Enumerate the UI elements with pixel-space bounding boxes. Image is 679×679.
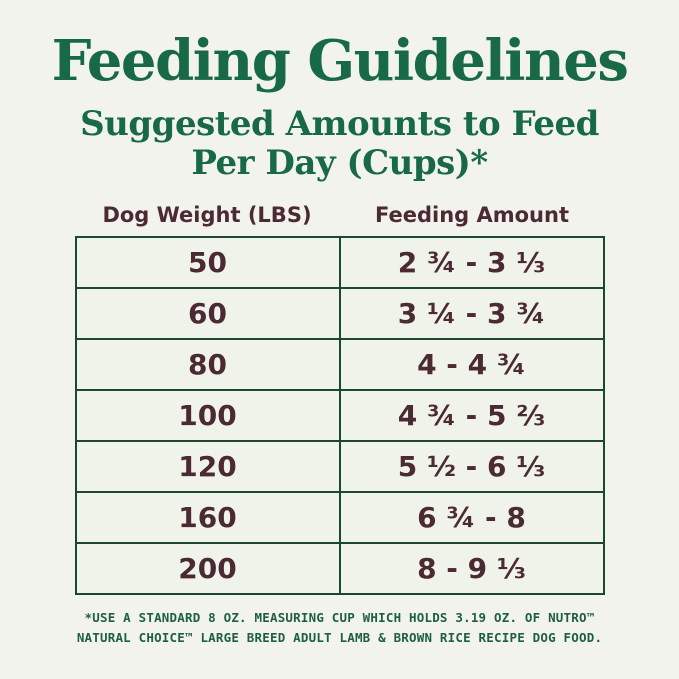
page-title: Feeding Guidelines: [51, 28, 629, 94]
footnote-line-2: NATURAL CHOICE™ LARGE BREED ADULT LAMB &…: [76, 630, 603, 646]
dog-weight-cell: 50: [74, 236, 341, 290]
dog-weight-cell: 160: [74, 491, 341, 545]
page-subtitle: Suggested Amounts to Feed Per Day (Cups)…: [0, 104, 679, 184]
table-row: 60 3 ¼ - 3 ¾: [74, 287, 605, 341]
feeding-amount-cell: 4 ¾ - 5 ⅔: [338, 389, 605, 443]
column-header-dog-weight: Dog Weight (LBS): [102, 203, 312, 228]
table-row: 200 8 - 9 ⅓: [74, 542, 605, 596]
dog-weight-cell: 120: [74, 440, 341, 494]
feeding-amount-cell: 4 - 4 ¾: [338, 338, 605, 392]
dog-weight-cell: 60: [74, 287, 341, 341]
footnote-line-1: *USE A STANDARD 8 OZ. MEASURING CUP WHIC…: [84, 610, 595, 626]
footnote: *USE A STANDARD 8 OZ. MEASURING CUP WHIC…: [0, 608, 679, 648]
table-row: 120 5 ½ - 6 ⅓: [74, 440, 605, 494]
dog-weight-cell: 80: [74, 338, 341, 392]
table-row: 80 4 - 4 ¾: [74, 338, 605, 392]
feeding-guidelines-table: 50 2 ¾ - 3 ⅓ 60 3 ¼ - 3 ¾ 80 4 - 4 ¾ 100…: [74, 236, 605, 596]
feeding-amount-cell: 8 - 9 ⅓: [338, 542, 605, 596]
dog-weight-cell: 100: [74, 389, 341, 443]
dog-weight-cell: 200: [74, 542, 341, 596]
feeding-amount-cell: 3 ¼ - 3 ¾: [338, 287, 605, 341]
feeding-amount-cell: 6 ¾ - 8: [338, 491, 605, 545]
table-row: 160 6 ¾ - 8: [74, 491, 605, 545]
subtitle-line-1: Suggested Amounts to Feed: [80, 104, 599, 144]
subtitle-line-2: Per Day (Cups)*: [191, 143, 488, 184]
table-row: 50 2 ¾ - 3 ⅓: [74, 236, 605, 290]
table-row: 100 4 ¾ - 5 ⅔: [74, 389, 605, 443]
column-header-feeding-amount: Feeding Amount: [374, 203, 569, 228]
table-column-headers: Dog Weight (LBS) Feeding Amount: [75, 203, 605, 227]
feeding-amount-cell: 5 ½ - 6 ⅓: [338, 440, 605, 494]
feeding-amount-cell: 2 ¾ - 3 ⅓: [338, 236, 605, 290]
